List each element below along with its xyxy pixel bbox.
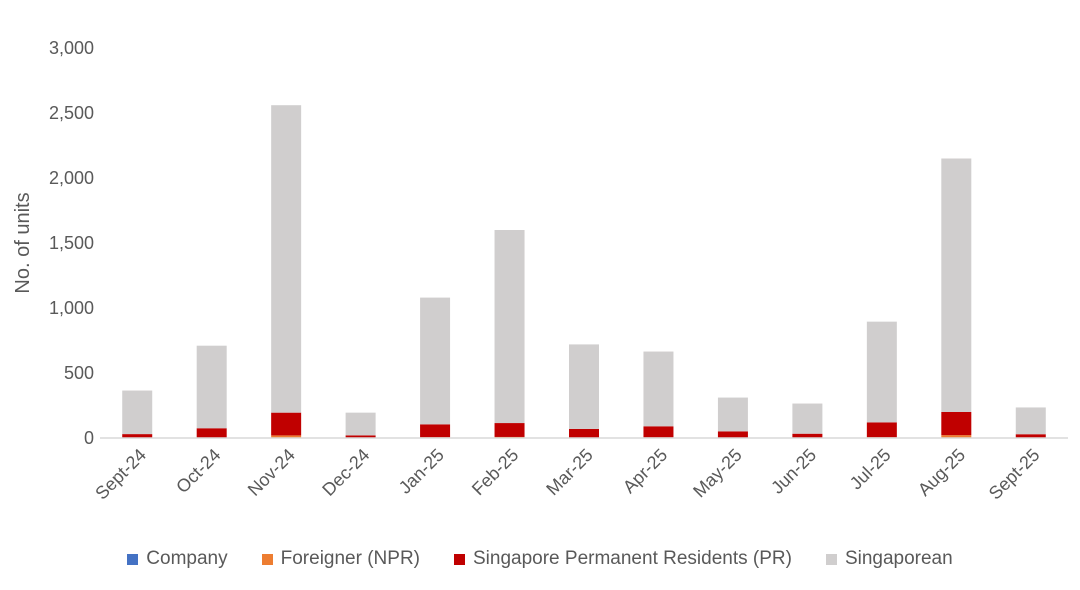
bar-segment bbox=[717, 397, 748, 432]
x-tick-label: Jan-25 bbox=[395, 445, 448, 498]
bar-segment bbox=[345, 412, 376, 436]
x-tick-label: Sept-25 bbox=[985, 445, 1044, 504]
legend-item: Singapore Permanent Residents (PR) bbox=[454, 548, 792, 570]
y-tick-label: 500 bbox=[64, 363, 94, 383]
x-axis: Sept-24 Oct-24 Nov-24 Dec-24 Jan-25 Feb-25 Mar… bbox=[91, 445, 1043, 504]
y-tick-label: 2,500 bbox=[49, 103, 94, 123]
x-tick-label: Oct-24 bbox=[172, 445, 224, 497]
y-tick-label: 1,500 bbox=[49, 233, 94, 253]
bar-segment bbox=[643, 351, 674, 427]
bar-segment bbox=[1015, 407, 1046, 435]
y-tick-label: 2,000 bbox=[49, 168, 94, 188]
bar-segment bbox=[1015, 434, 1046, 438]
bar-segment bbox=[494, 423, 525, 437]
legend-label: Singaporean bbox=[844, 548, 953, 569]
bar-segment bbox=[941, 435, 972, 438]
bar-segment bbox=[941, 158, 972, 412]
y-tick-label: 3,000 bbox=[49, 38, 94, 58]
bar-segment bbox=[420, 424, 451, 438]
bar-segment bbox=[866, 422, 897, 438]
legend-swatch bbox=[127, 553, 139, 565]
legend-item: Foreigner (NPR) bbox=[261, 548, 420, 570]
bar-segment bbox=[717, 431, 748, 438]
x-tick-label: Apr-25 bbox=[619, 445, 671, 497]
legend-item: Singaporean bbox=[825, 548, 953, 570]
bar-segment bbox=[569, 428, 599, 438]
x-tick-label: Mar-25 bbox=[542, 445, 596, 499]
bar-segment bbox=[196, 345, 227, 429]
bar-segment bbox=[122, 390, 153, 435]
bars bbox=[122, 105, 1046, 438]
y-tick-label: 1,000 bbox=[49, 298, 94, 318]
bar-segment bbox=[866, 321, 897, 423]
bar-segment bbox=[643, 426, 674, 438]
legend-label: Company bbox=[146, 548, 228, 569]
legend-item: Company bbox=[127, 548, 228, 570]
legend-label: Singapore Permanent Residents (PR) bbox=[473, 548, 792, 569]
x-tick-label: Sept-24 bbox=[91, 445, 150, 504]
y-axis-label: No. of units bbox=[12, 192, 34, 293]
bar-segment bbox=[494, 230, 525, 424]
y-tick-label: 0 bbox=[84, 428, 94, 448]
bar-segment bbox=[122, 434, 153, 438]
bar-segment bbox=[271, 105, 302, 413]
bar-segment bbox=[569, 344, 599, 429]
legend-swatch bbox=[454, 553, 465, 565]
bar-segment bbox=[271, 412, 302, 436]
legend-label: Foreigner (NPR) bbox=[280, 548, 420, 569]
bar-segment bbox=[345, 435, 376, 438]
bar-segment bbox=[941, 412, 972, 436]
bar-segment bbox=[196, 428, 227, 438]
bar-segment bbox=[420, 297, 451, 425]
x-tick-label: Aug-25 bbox=[914, 445, 969, 500]
bar-segment bbox=[792, 433, 823, 438]
x-tick-label: Feb-25 bbox=[468, 445, 522, 499]
x-tick-label: Nov-24 bbox=[244, 445, 299, 500]
x-tick-label: May-25 bbox=[689, 445, 746, 502]
x-tick-label: Jun-25 bbox=[767, 445, 820, 498]
stacked-bar-chart: 0 500 1,000 1,500 2,000 2,500 3,000 No. of uni… bbox=[12, 38, 1068, 504]
bar-segment bbox=[792, 403, 823, 434]
x-tick-label: Jul-25 bbox=[846, 445, 895, 494]
x-tick-label: Dec-24 bbox=[318, 445, 373, 500]
legend: Company Foreigner (NPR) Singapore Permanen… bbox=[0, 545, 1080, 573]
legend-swatch bbox=[261, 553, 273, 565]
y-axis: 0 500 1,000 1,500 2,000 2,500 3,000 bbox=[49, 38, 94, 448]
legend-swatch bbox=[825, 553, 837, 565]
bar-segment bbox=[271, 435, 302, 438]
